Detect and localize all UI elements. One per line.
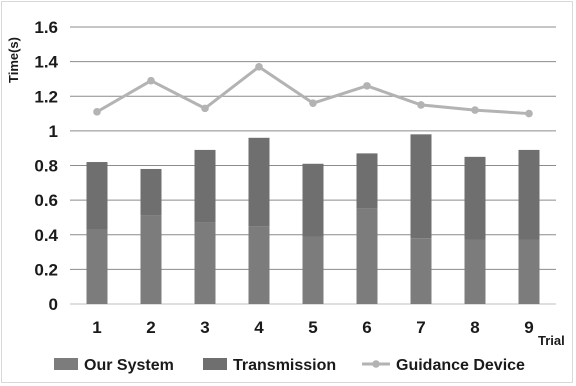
bar-transmission <box>194 149 216 223</box>
bar-our-system <box>518 239 540 304</box>
line-group <box>93 63 533 118</box>
x-tick-label: 9 <box>524 318 533 337</box>
y-tick-labels: 0 0.2 0.4 0.6 0.8 1 1.2 1.4 1.6 <box>34 18 58 314</box>
line-point <box>309 99 317 107</box>
y-tick-label: 0.2 <box>34 260 58 279</box>
bar-our-system <box>302 236 324 304</box>
legend-swatch-our-system <box>54 358 78 370</box>
x-tick-label: 2 <box>146 318 155 337</box>
x-tick-label: 3 <box>200 318 209 337</box>
x-tick-label: 8 <box>470 318 479 337</box>
bar-transmission <box>140 168 162 216</box>
bar-transmission <box>410 134 432 239</box>
line-point <box>93 108 101 116</box>
line-point <box>255 63 263 71</box>
line-point <box>417 101 425 109</box>
bar-transmission <box>518 149 540 240</box>
legend-swatch-transmission <box>203 358 227 370</box>
bar-transmission <box>464 156 486 240</box>
y-tick-label: 1.2 <box>34 87 58 106</box>
x-tick-label: 7 <box>416 318 425 337</box>
bar-transmission <box>248 137 270 227</box>
bar-our-system <box>86 229 108 304</box>
bar-our-system <box>464 239 486 304</box>
x-axis-label: Trial <box>538 333 565 348</box>
bar-our-system <box>410 238 432 304</box>
bar-our-system <box>248 226 270 304</box>
line-point <box>525 109 533 118</box>
line-point <box>363 82 371 90</box>
y-tick-label: 0.4 <box>34 226 58 245</box>
y-tick-label: 0.6 <box>34 191 58 210</box>
bar-transmission <box>86 162 108 230</box>
bar-our-system <box>194 222 216 304</box>
x-tick-label: 6 <box>362 318 371 337</box>
bar-our-system <box>356 208 378 304</box>
y-axis-label: Time(s) <box>6 37 21 83</box>
x-tick-label: 4 <box>254 318 264 337</box>
legend-marker-guidance-device <box>372 360 380 368</box>
bar-transmission <box>356 153 378 209</box>
bar-transmission <box>302 163 324 237</box>
bar-group <box>86 134 540 304</box>
y-tick-label: 1.6 <box>34 18 58 37</box>
y-tick-label: 1 <box>49 122 58 141</box>
line-point <box>147 76 155 85</box>
legend-label-guidance-device: Guidance Device <box>396 357 525 374</box>
legend-label-our-system: Our System <box>84 357 174 374</box>
y-tick-label: 0 <box>49 295 58 314</box>
bar-our-system <box>140 215 162 304</box>
x-tick-labels: 1 2 3 4 5 6 7 8 9 <box>92 318 533 337</box>
line-point <box>471 106 479 114</box>
y-tick-label: 1.4 <box>34 53 58 72</box>
x-tick-label: 1 <box>92 318 101 337</box>
line-point <box>201 104 209 113</box>
legend: Our System Transmission Guidance Device <box>54 357 525 374</box>
x-tick-label: 5 <box>308 318 317 337</box>
y-tick-label: 0.8 <box>34 157 58 176</box>
legend-label-transmission: Transmission <box>233 357 336 374</box>
